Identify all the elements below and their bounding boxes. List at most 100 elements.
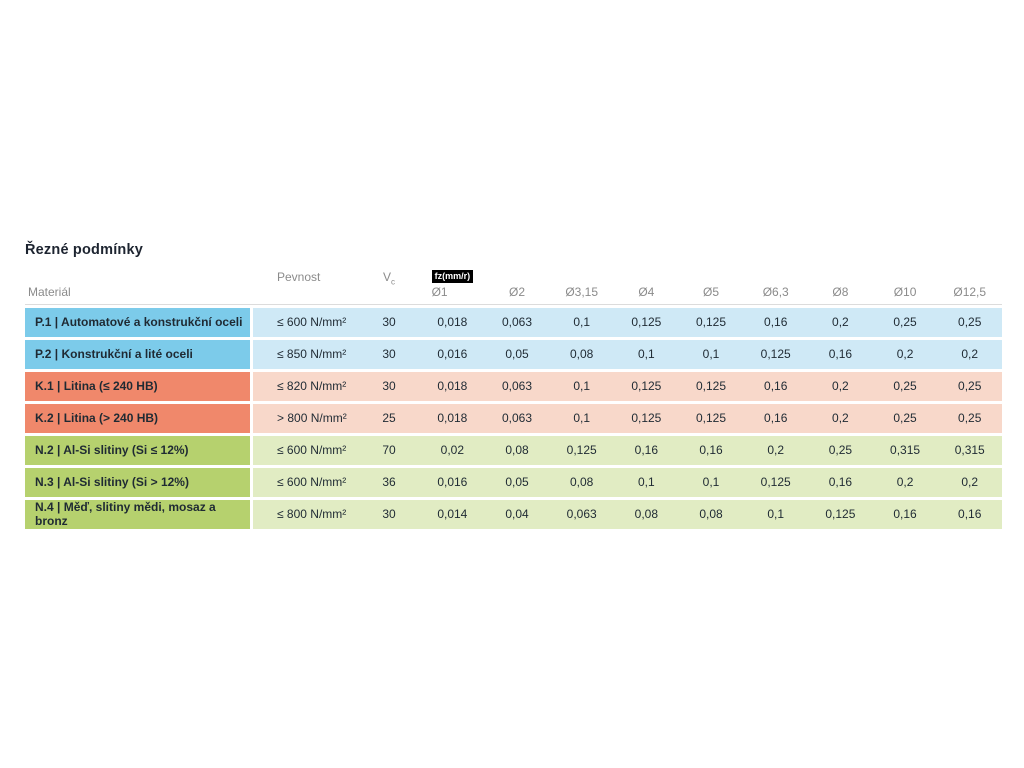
fz-value-cell: 0,25 xyxy=(893,315,917,330)
col-header-diameter-7: Ø8 xyxy=(808,270,873,299)
table-body: P.1 | Automatové a konstrukční oceli ≤ 60… xyxy=(25,307,1002,529)
table-row: N.3 | Al-Si slitiny (Si > 12%) ≤ 600 N/mm… xyxy=(25,467,1002,497)
fz-header-group: fz(mm/r) Ø1 xyxy=(431,270,474,299)
fz-value-cell: 0,16 xyxy=(764,411,788,426)
cutting-conditions-table: Materiál Pevnost Vc fz(mm/r) Ø1 Ø2 Ø3,15 Ø4 Ø… xyxy=(25,270,1002,529)
fz-value-cell: 0,2 xyxy=(832,411,849,426)
pevnost-cell: ≤ 800 N/mm² xyxy=(277,507,347,522)
vc-cell: 30 xyxy=(382,315,396,330)
fz-value-cell: 0,25 xyxy=(828,443,853,458)
diameter-label: Ø6,3 xyxy=(762,284,789,299)
col-header-diameter-4: Ø4 xyxy=(614,270,679,299)
fz-value-cell: 0,16 xyxy=(828,475,853,490)
fz-value-cell: 0,16 xyxy=(764,379,788,394)
row-values-strip: ≤ 600 N/mm² 70 0,02 0,08 0,125 0,16 0,16 0,2 0,2… xyxy=(253,435,1002,465)
pevnost-cell: > 800 N/mm² xyxy=(277,411,347,426)
fz-value-cell: 0,125 xyxy=(631,411,662,426)
fz-value-cell: 0,08 xyxy=(570,475,594,490)
material-cell: K.2 | Litina (> 240 HB) xyxy=(25,403,250,433)
fz-value-cell: 0,125 xyxy=(696,379,727,394)
fz-value-cell: 0,08 xyxy=(570,347,594,362)
page-title: Řezné podmínky xyxy=(25,242,144,258)
fz-value-cell: 0,2 xyxy=(961,347,979,362)
table-row: K.2 | Litina (> 240 HB) > 800 N/mm² 25 0,01… xyxy=(25,403,1002,433)
fz-value-cell: 0,125 xyxy=(825,507,856,522)
pevnost-cell: ≤ 850 N/mm² xyxy=(277,347,347,362)
pevnost-cell: ≤ 820 N/mm² xyxy=(277,379,347,394)
fz-value-cell: 0,018 xyxy=(437,379,468,394)
fz-value-cell: 0,063 xyxy=(501,379,533,394)
table-row: P.1 | Automatové a konstrukční oceli ≤ 60… xyxy=(25,307,1002,337)
fz-value-cell: 0,125 xyxy=(566,443,597,458)
fz-value-cell: 0,25 xyxy=(893,379,917,394)
fz-value-cell: 0,125 xyxy=(760,347,791,362)
col-header-diameter-9: Ø12,5 xyxy=(937,270,1002,299)
col-header-material: Materiál xyxy=(28,284,71,299)
fz-value-cell: 0,08 xyxy=(699,507,723,522)
fz-value-cell: 0,1 xyxy=(638,347,655,362)
fz-value-cell: 0,016 xyxy=(437,347,468,362)
diameter-label: Ø1 xyxy=(431,284,448,299)
diameter-label: Ø2 xyxy=(509,284,526,299)
fz-value-cell: 0,1 xyxy=(702,475,720,490)
fz-value-cell: 0,018 xyxy=(437,411,468,426)
fz-value-cell: 0,02 xyxy=(440,443,465,458)
material-cell: K.1 | Litina (≤ 240 HB) xyxy=(25,371,250,401)
fz-value-cell: 0,125 xyxy=(696,315,727,330)
header-strip: Pevnost Vc fz(mm/r) Ø1 Ø2 Ø3,15 Ø4 Ø5 Ø6,3 Ø8 Ø1… xyxy=(253,270,1002,299)
fz-value-cell: 0,315 xyxy=(890,443,921,458)
row-values-strip: ≤ 850 N/mm² 30 0,016 0,05 0,08 0,1 0,1 0,125 0,1… xyxy=(253,339,1002,369)
fz-value-cell: 0,1 xyxy=(767,507,785,522)
fz-value-cell: 0,016 xyxy=(437,475,468,490)
fz-value-cell: 0,08 xyxy=(505,443,529,458)
vc-cell: 30 xyxy=(382,507,396,522)
material-cell: N.3 | Al-Si slitiny (Si > 12%) xyxy=(25,467,250,497)
fz-value-cell: 0,1 xyxy=(702,347,720,362)
fz-value-cell: 0,1 xyxy=(573,315,591,330)
fz-value-cell: 0,2 xyxy=(832,379,849,394)
fz-value-cell: 0,08 xyxy=(634,507,659,522)
fz-value-cell: 0,125 xyxy=(696,411,727,426)
col-header-diameter-2: Ø2 xyxy=(485,270,550,299)
fz-value-cell: 0,2 xyxy=(896,347,914,362)
col-header-vc: Vc xyxy=(358,270,420,299)
diameter-label: Ø3,15 xyxy=(565,284,599,299)
fz-value-cell: 0,16 xyxy=(958,507,982,522)
col-header-pevnost: Pevnost xyxy=(277,270,321,284)
vc-cell: 30 xyxy=(382,347,396,362)
table-row: P.2 | Konstrukční a lité oceli ≤ 850 N/mm… xyxy=(25,339,1002,369)
vc-symbol: V xyxy=(382,270,391,284)
vc-cell: 70 xyxy=(382,443,396,458)
row-values-strip: ≤ 600 N/mm² 30 0,018 0,063 0,1 0,125 0,125 0,16… xyxy=(253,307,1002,337)
fz-value-cell: 0,014 xyxy=(437,507,468,522)
fz-value-cell: 0,25 xyxy=(958,315,982,330)
pevnost-cell: ≤ 600 N/mm² xyxy=(277,315,347,330)
vc-cell: 30 xyxy=(382,379,396,394)
col-header-diameter-6: Ø6,3 xyxy=(743,270,808,299)
fz-value-cell: 0,05 xyxy=(505,475,529,490)
fz-value-cell: 0,25 xyxy=(958,411,982,426)
row-values-strip: ≤ 600 N/mm² 36 0,016 0,05 0,08 0,1 0,1 0,125 0,1… xyxy=(253,467,1002,497)
fz-value-cell: 0,16 xyxy=(828,347,853,362)
fz-value-cell: 0,1 xyxy=(573,411,591,426)
col-header-diameter-3: Ø3,15 xyxy=(549,270,614,299)
fz-value-cell: 0,25 xyxy=(958,379,982,394)
fz-value-cell: 0,16 xyxy=(764,315,788,330)
fz-value-cell: 0,315 xyxy=(954,443,985,458)
col-header-diameter-1: fz(mm/r) Ø1 xyxy=(420,270,485,299)
row-values-strip: ≤ 820 N/mm² 30 0,018 0,063 0,1 0,125 0,125 0,16… xyxy=(253,371,1002,401)
fz-value-cell: 0,05 xyxy=(505,347,529,362)
fz-value-cell: 0,1 xyxy=(573,379,591,394)
fz-value-cell: 0,125 xyxy=(631,379,662,394)
col-header-diameter-5: Ø5 xyxy=(679,270,744,299)
vc-cell: 36 xyxy=(382,475,396,490)
fz-value-cell: 0,04 xyxy=(505,507,529,522)
diameter-label: Ø5 xyxy=(703,284,720,299)
fz-value-cell: 0,018 xyxy=(437,315,468,330)
fz-value-cell: 0,063 xyxy=(501,315,533,330)
fz-value-cell: 0,16 xyxy=(634,443,659,458)
row-values-strip: > 800 N/mm² 25 0,018 0,063 0,1 0,125 0,125 0,16… xyxy=(253,403,1002,433)
fz-value-cell: 0,125 xyxy=(760,475,791,490)
diameter-label: Ø8 xyxy=(832,284,849,299)
fz-value-cell: 0,25 xyxy=(893,411,917,426)
